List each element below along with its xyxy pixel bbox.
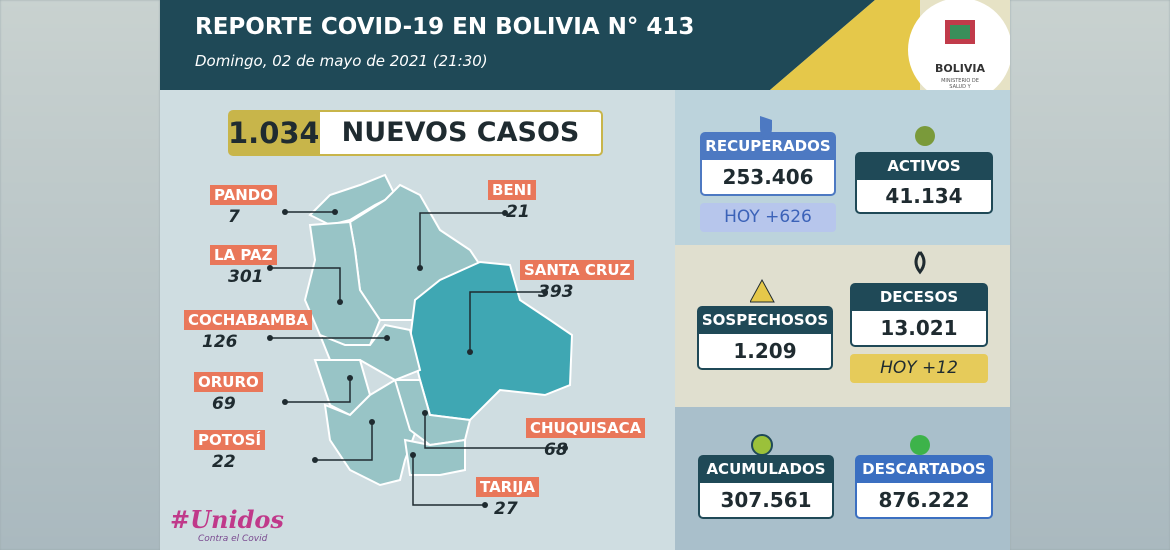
deaths-value: 13.021 xyxy=(850,309,988,347)
icons xyxy=(750,116,935,456)
accumulated-label: ACUMULADOS xyxy=(698,455,834,483)
department-name: TARIJA xyxy=(476,477,539,497)
accumulated-value: 307.561 xyxy=(698,481,834,519)
logo-name: BOLIVIA xyxy=(935,62,985,75)
suspected-value: 1.209 xyxy=(697,332,833,370)
suspected-label: SOSPECHOSOS xyxy=(697,306,833,334)
department-name: COCHABAMBA xyxy=(184,310,312,330)
deaths-label: DECESOS xyxy=(850,283,988,311)
deaths-today: HOY +12 xyxy=(850,354,988,383)
department-cases: 22 xyxy=(212,452,236,472)
department-cases: 126 xyxy=(202,332,238,352)
header-shape xyxy=(160,0,1010,90)
department-cases: 7 xyxy=(228,207,240,227)
new-cases-label: NUEVOS CASOS xyxy=(318,110,603,156)
blurred-background xyxy=(0,0,160,550)
blurred-background xyxy=(1010,0,1170,550)
department-name: PANDO xyxy=(210,185,277,205)
header: REPORTE COVID-19 EN BOLIVIA N° 413 Domin… xyxy=(160,0,1010,96)
department-cases: 21 xyxy=(506,202,530,222)
discarded-value: 876.222 xyxy=(855,481,993,519)
campaign-slogan: Contra el Covid xyxy=(198,534,268,544)
map-panel: 1.034 NUEVOS CASOS xyxy=(160,90,675,550)
discarded-label: DESCARTADOS xyxy=(855,455,993,483)
department-name: BENI xyxy=(488,180,536,200)
active-label: ACTIVOS xyxy=(855,152,993,180)
department-name: SANTA CRUZ xyxy=(520,260,635,280)
department-cases: 27 xyxy=(494,499,518,519)
active-value: 41.134 xyxy=(855,178,993,214)
department-name: LA PAZ xyxy=(210,245,277,265)
recovered-value: 253.406 xyxy=(700,158,836,196)
department-cases: 301 xyxy=(228,267,264,287)
department-cases: 69 xyxy=(212,394,236,414)
campaign-tag: #Unidos xyxy=(170,505,284,534)
department-cases: 68 xyxy=(544,440,568,460)
department-name: POTOSÍ xyxy=(194,430,266,450)
department-name: ORURO xyxy=(194,372,263,392)
recovered-today: HOY +626 xyxy=(700,203,836,232)
map xyxy=(267,173,574,508)
title: REPORTE COVID-19 EN BOLIVIA N° 413 xyxy=(195,14,695,40)
department-cases: 393 xyxy=(538,282,574,302)
recovered-label: RECUPERADOS xyxy=(700,132,836,160)
department-name: CHUQUISACA xyxy=(526,418,646,438)
subtitle: Domingo, 02 de mayo de 2021 (21:30) xyxy=(195,52,488,70)
new-cases-value: 1.034 xyxy=(228,110,320,156)
